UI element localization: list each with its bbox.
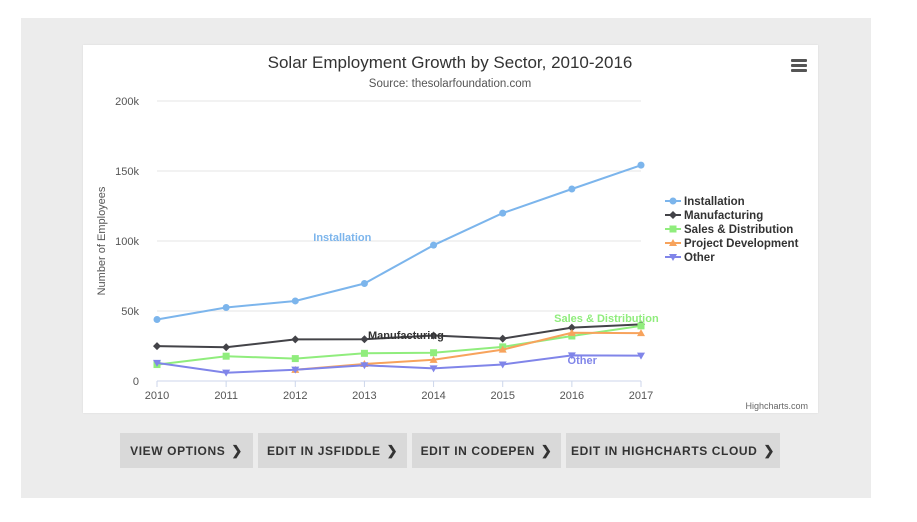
data-point-installation	[568, 185, 576, 193]
data-point-installation	[153, 315, 161, 323]
data-point-installation	[499, 209, 507, 217]
series-line-project-development	[295, 331, 642, 371]
data-point-manufacturing	[360, 335, 369, 344]
y-tick-label: 50k	[121, 306, 139, 318]
x-tick-label: 2017	[629, 390, 653, 402]
legend-marker-sales-distribution	[669, 225, 677, 233]
data-point-other	[429, 365, 438, 373]
series-annotation: Installation	[313, 232, 371, 244]
view-options-button[interactable]: VIEW OPTIONS ❯	[120, 433, 253, 468]
chart-title: Solar Employment Growth by Sector, 2010-…	[268, 53, 633, 72]
data-point-other	[291, 366, 300, 374]
data-point-project-development	[567, 328, 576, 336]
legend-marker-manufacturing	[669, 211, 677, 219]
chevron-right-icon: ❯	[540, 442, 553, 458]
credits-link[interactable]: Highcharts.com	[745, 401, 808, 411]
data-point-manufacturing	[429, 331, 438, 340]
series-line-manufacturing	[156, 323, 642, 349]
y-tick-label: 0	[133, 376, 139, 388]
data-point-sales-distribution	[430, 349, 438, 357]
edit-codepen-button[interactable]: EDIT IN CODEPEN ❯	[412, 433, 561, 468]
data-point-manufacturing	[222, 343, 231, 352]
legend-marker-project-development	[669, 239, 677, 246]
data-point-sales-distribution	[637, 322, 645, 330]
chevron-right-icon: ❯	[763, 442, 775, 458]
data-point-sales-distribution	[360, 349, 368, 357]
data-point-manufacturing	[153, 342, 161, 351]
data-point-other	[222, 369, 231, 377]
edit-jsfiddle-button[interactable]: EDIT IN JSFIDDLE ❯	[258, 433, 407, 468]
data-point-installation	[360, 279, 368, 287]
data-point-other	[153, 359, 161, 367]
series-annotation: Other	[568, 355, 598, 367]
y-axis-label: Number of Employees	[96, 186, 108, 295]
edit-highcharts-cloud-button[interactable]: EDIT IN HIGHCHARTS CLOUD ❯	[566, 433, 780, 468]
chevron-right-icon: ❯	[231, 442, 243, 458]
series-annotation: Manufacturing	[368, 330, 444, 342]
data-point-installation	[222, 303, 230, 311]
data-point-other	[498, 361, 507, 369]
x-tick-label: 2013	[352, 390, 376, 402]
data-point-manufacturing	[498, 334, 507, 343]
legend-marker-other	[669, 254, 677, 261]
chevron-right-icon: ❯	[386, 442, 399, 458]
data-point-other	[637, 352, 645, 360]
data-point-other	[360, 362, 369, 370]
data-point-project-development	[429, 355, 438, 363]
data-point-manufacturing	[291, 335, 300, 344]
x-tick-label: 2016	[560, 390, 584, 402]
data-point-project-development	[637, 329, 645, 337]
hamburger-menu-icon[interactable]	[791, 59, 807, 73]
series-line-sales-distribution	[156, 324, 642, 366]
y-tick-label: 150k	[115, 166, 139, 178]
x-tick-label: 2014	[421, 390, 445, 402]
chart-subtitle: Source: thesolarfoundation.com	[369, 78, 531, 90]
data-point-project-development	[498, 345, 507, 353]
series-line-other	[156, 354, 642, 374]
y-tick-label: 200k	[115, 96, 139, 108]
legend-item-other[interactable]: Other	[684, 252, 715, 264]
data-point-installation	[291, 297, 299, 305]
x-tick-label: 2015	[490, 390, 514, 402]
data-point-installation	[430, 241, 438, 249]
data-point-manufacturing	[567, 323, 576, 332]
data-point-sales-distribution	[568, 332, 576, 340]
x-tick-label: 2012	[283, 390, 307, 402]
y-tick-label: 100k	[115, 236, 139, 248]
series-annotation: Sales & Distribution	[554, 313, 659, 325]
legend-marker-installation	[669, 197, 677, 205]
data-point-sales-distribution	[222, 352, 230, 360]
data-point-installation	[637, 161, 645, 169]
data-point-sales-distribution	[291, 355, 299, 363]
x-tick-label: 2010	[145, 390, 169, 402]
series-line-installation	[156, 164, 642, 321]
legend-item-installation[interactable]: Installation	[684, 196, 745, 208]
legend-item-manufacturing[interactable]: Manufacturing	[684, 210, 763, 222]
legend-item-sales-distribution[interactable]: Sales & Distribution	[684, 224, 793, 236]
x-tick-label: 2011	[214, 390, 238, 402]
data-point-other	[567, 352, 576, 360]
legend-item-project-development[interactable]: Project Development	[684, 238, 799, 250]
